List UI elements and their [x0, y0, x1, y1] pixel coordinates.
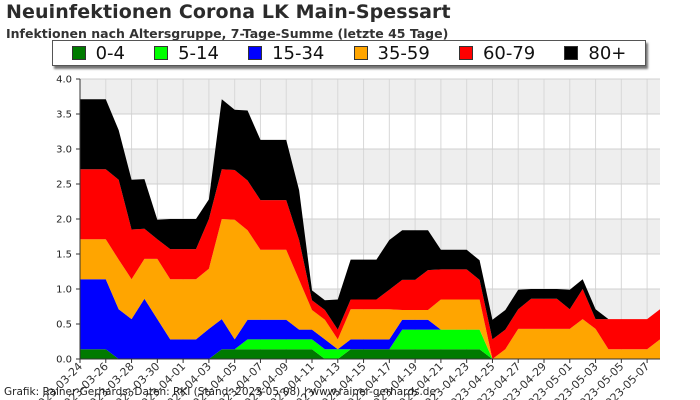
legend-swatch-80-plus	[564, 46, 579, 60]
legend-label-15-34: 15-34	[272, 42, 325, 64]
legend-label-60-79: 60-79	[482, 42, 536, 64]
y-tick-label: 1.0	[56, 285, 72, 296]
y-tick-label: 0.0	[56, 355, 72, 366]
legend-item-60-79: 60-79	[458, 42, 536, 64]
chart-subtitle: Infektionen nach Altersgruppe, 7-Tage-Su…	[6, 26, 449, 41]
area-series-80-plus	[80, 99, 660, 340]
plot-band	[80, 149, 660, 184]
y-tick-label: 4.0	[56, 75, 72, 86]
legend-swatch-60-79	[458, 46, 473, 60]
legend-swatch-15-34	[248, 46, 263, 60]
legend-item-15-34: 15-34	[248, 43, 324, 64]
plot-band	[80, 114, 660, 149]
area-series-15-34	[80, 279, 660, 359]
y-tick-label: 3.5	[56, 110, 72, 121]
legend: 0-4 5-14 15-34 35-59 60-79 80+	[52, 40, 646, 66]
area-series-0-4	[80, 349, 660, 359]
plot-band	[80, 79, 660, 114]
y-tick-label: 0.5	[56, 320, 72, 331]
legend-swatch-5-14	[154, 46, 169, 60]
legend-item-5-14: 5-14	[154, 43, 219, 64]
legend-label-35-59: 35-59	[377, 42, 430, 64]
source-credit: Grafik: Rainer Gerhards, Daten: RKI (Sta…	[4, 386, 436, 398]
legend-swatch-0-4	[71, 46, 86, 60]
legend-label-5-14: 5-14	[178, 42, 219, 64]
legend-item-80-plus: 80+	[564, 43, 626, 64]
y-tick-label: 3.0	[56, 145, 72, 156]
y-tick-label: 2.0	[56, 215, 72, 226]
chart-title: Neuinfektionen Corona LK Main-Spessart	[6, 1, 451, 23]
area-series-60-79	[80, 169, 660, 359]
plot-band	[80, 184, 660, 219]
legend-swatch-35-59	[353, 46, 368, 60]
legend-label-80-plus: 80+	[588, 42, 627, 64]
legend-item-35-59: 35-59	[353, 42, 430, 64]
y-tick-label: 2.5	[56, 180, 72, 191]
y-tick-label: 1.5	[56, 250, 72, 261]
legend-item-0-4: 0-4	[71, 42, 125, 64]
area-series-35-59	[80, 219, 660, 359]
legend-label-0-4: 0-4	[95, 42, 125, 64]
